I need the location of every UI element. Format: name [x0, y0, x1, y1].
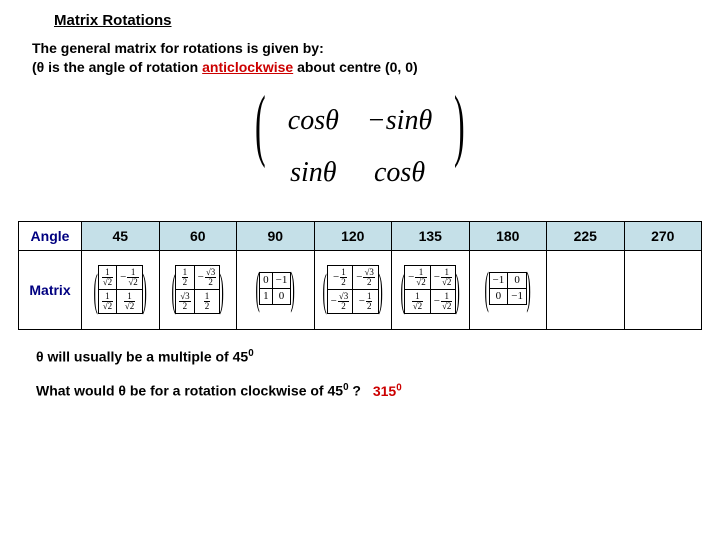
answer: 3150: [373, 383, 402, 399]
matrix-180: ( −10 0−1 ): [469, 250, 547, 329]
footer-note: θ will usually be a multiple of 450: [36, 348, 702, 365]
angle-120: 120: [314, 221, 392, 250]
matrix-45: ( 1√2−1√2 1√21√2 ): [82, 250, 160, 329]
matrix-d: cosθ: [353, 147, 446, 199]
matrix-120: ( −12−√32 −√32−12 ): [314, 250, 392, 329]
matrix-135: ( −1√2−1√2 1√2−1√2 ): [392, 250, 470, 329]
matrix-row-header: Matrix: [19, 250, 82, 329]
angle-45: 45: [82, 221, 160, 250]
matrix-b: −sinθ: [353, 95, 446, 147]
angle-row-header: Angle: [19, 221, 82, 250]
footer-sup: 0: [248, 348, 253, 359]
question-line: What would θ be for a rotation clockwise…: [36, 382, 702, 399]
answer-value: 315: [373, 383, 396, 399]
angle-270: 270: [624, 221, 702, 250]
matrix-90: ( 0−1 10 ): [237, 250, 315, 329]
angle-225: 225: [547, 221, 625, 250]
anticlockwise-word: anticlockwise: [202, 59, 293, 75]
angle-matrix-table: Angle 45 60 90 120 135 180 225 270 Matri…: [18, 221, 702, 330]
page-title: Matrix Rotations: [54, 12, 702, 29]
angle-90: 90: [237, 221, 315, 250]
matrix-c: sinθ: [274, 147, 353, 199]
angle-180: 180: [469, 221, 547, 250]
angle-135: 135: [392, 221, 470, 250]
intro-line2-prefix: (θ is the angle of rotation: [32, 59, 202, 75]
matrix-270: [624, 250, 702, 329]
intro-line1: The general matrix for rotations is give…: [32, 40, 324, 56]
footer-text: θ will usually be a multiple of 45: [36, 348, 248, 364]
angle-60: 60: [159, 221, 237, 250]
question-tail: ?: [349, 383, 361, 399]
question-text: What would θ be for a rotation clockwise…: [36, 383, 343, 399]
answer-sup: 0: [396, 382, 401, 393]
intro-text: The general matrix for rotations is give…: [32, 39, 702, 77]
matrix-a: cosθ: [274, 95, 353, 147]
intro-line2-suffix: about centre (0, 0): [293, 59, 417, 75]
matrix-225: [547, 250, 625, 329]
rotation-matrix-figure: ( cosθ −sinθ sinθ cosθ ): [18, 95, 702, 199]
slide: Matrix Rotations The general matrix for …: [0, 0, 720, 411]
matrix-60: ( 12−√32 √3212 ): [159, 250, 237, 329]
